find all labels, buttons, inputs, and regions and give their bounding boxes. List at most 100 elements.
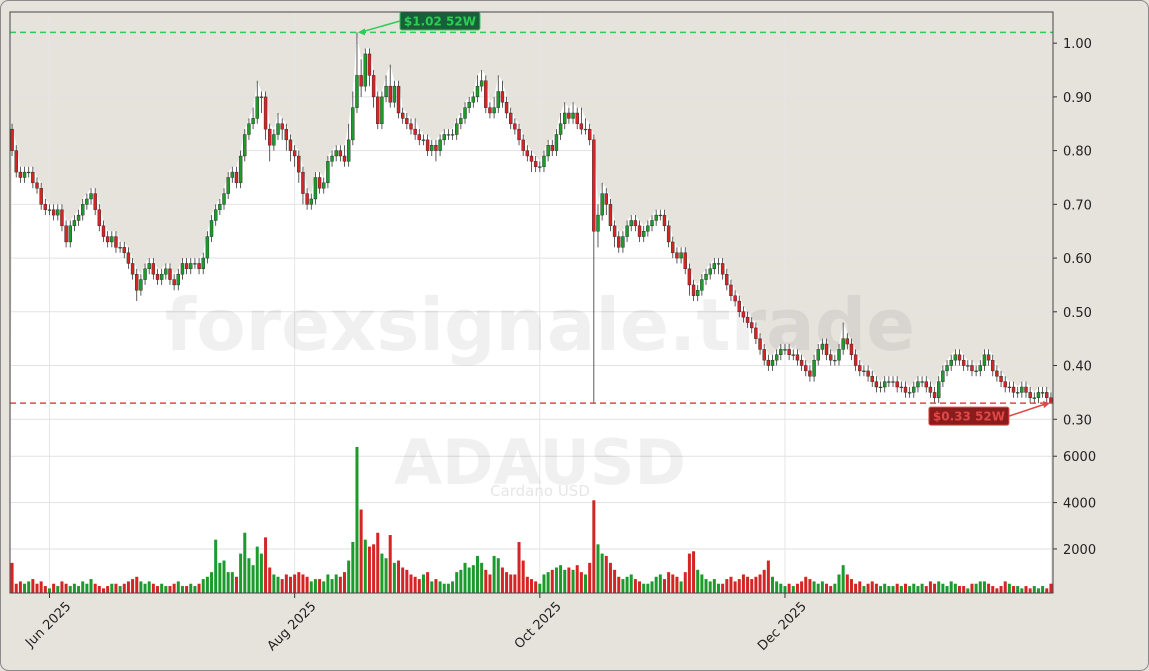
volume-bar — [164, 586, 168, 593]
volume-bar — [924, 586, 928, 593]
volume-bar — [650, 581, 654, 593]
annotation-arrow — [1008, 402, 1049, 417]
volume-bar — [89, 579, 93, 593]
volume-bar — [600, 553, 604, 593]
candle-body — [442, 134, 446, 141]
candle-body — [646, 225, 650, 232]
candle-body — [334, 150, 338, 157]
volume-bar — [463, 562, 467, 593]
plot-frame — [9, 11, 1054, 594]
candle-body — [995, 370, 999, 377]
candle-body — [833, 359, 837, 362]
candle-body — [479, 80, 484, 87]
candle-body — [184, 263, 189, 270]
volume-bar — [646, 583, 650, 593]
volume-bar — [563, 569, 567, 593]
candle-body — [475, 85, 480, 98]
candle-body — [222, 193, 226, 205]
candle-body — [10, 128, 14, 151]
volume-bar — [139, 581, 143, 593]
candle-body — [841, 338, 845, 350]
candle-body — [60, 209, 64, 227]
candle-body — [114, 236, 118, 248]
candle-body — [774, 354, 779, 361]
volume-bar — [1016, 586, 1020, 593]
volume-bar — [172, 583, 176, 593]
candle-body — [513, 123, 517, 130]
candle-body — [413, 128, 417, 135]
watermark: forexsignale.trade — [165, 283, 915, 367]
candle-body — [804, 365, 808, 372]
candle-body — [538, 166, 542, 168]
candle-body — [234, 171, 239, 184]
candle-body — [587, 128, 592, 141]
candle-body — [608, 204, 613, 227]
candle-body — [517, 128, 521, 141]
volume-bar — [230, 572, 234, 593]
volume-bar — [638, 581, 642, 593]
volume-bar — [509, 574, 513, 593]
volume-bar — [949, 581, 953, 593]
candle-body — [916, 381, 920, 388]
volume-bar — [584, 574, 588, 593]
y-tick-label: 0.90 — [1063, 91, 1092, 106]
candle-body — [891, 381, 895, 383]
candle-body — [816, 349, 820, 361]
volume-bar — [958, 586, 962, 593]
candle-body — [991, 359, 995, 372]
volume-bar — [1028, 588, 1032, 593]
candle-body — [1007, 386, 1012, 389]
volume-bar — [862, 586, 866, 593]
candle-body — [85, 198, 89, 205]
volume-bar — [916, 586, 920, 593]
candle-body — [758, 338, 762, 350]
volume-bar — [39, 581, 43, 593]
volume-bar — [176, 581, 180, 593]
volume-bar — [654, 576, 658, 593]
volume-bar — [941, 583, 945, 593]
candle-body — [346, 139, 351, 162]
candle-body — [355, 75, 359, 108]
volume-bar — [633, 579, 637, 593]
candle-body — [1003, 381, 1007, 388]
candle-body — [338, 150, 343, 157]
candle-body — [629, 220, 633, 227]
candle-body — [384, 85, 388, 98]
volume-bar — [189, 583, 193, 593]
volume-bar — [234, 576, 238, 593]
volume-bar — [355, 446, 359, 593]
volume-bar — [629, 574, 633, 593]
candle-body — [434, 145, 438, 151]
candle-body — [122, 247, 126, 253]
candle-body — [259, 96, 264, 98]
candle-body — [932, 392, 937, 398]
candle-body — [110, 236, 114, 243]
volume-bar — [746, 576, 750, 593]
volume-bar — [928, 581, 932, 593]
volume-bar — [571, 569, 575, 593]
volume-bar — [484, 569, 488, 593]
volume-bar — [766, 560, 770, 593]
candle-body — [359, 75, 363, 87]
candle-body — [1020, 386, 1024, 393]
candle-body — [625, 225, 629, 237]
volume-bar — [180, 586, 184, 593]
volume-bar — [658, 574, 662, 593]
candle-body — [720, 263, 725, 275]
candle-body — [251, 118, 255, 124]
volume-bar — [326, 574, 330, 593]
candle-body — [675, 252, 679, 259]
candle-body — [845, 338, 850, 345]
volume-bar — [1045, 588, 1049, 593]
candle-body — [189, 263, 193, 270]
volume-bar — [505, 572, 509, 593]
volume-bar — [338, 576, 342, 593]
candle-body — [247, 123, 251, 135]
candle-body — [272, 134, 276, 146]
volume-bar — [488, 574, 492, 593]
volume-bar — [372, 544, 376, 593]
volume-bar — [318, 579, 322, 593]
candle-body — [708, 268, 712, 275]
volume-bar — [825, 583, 829, 593]
